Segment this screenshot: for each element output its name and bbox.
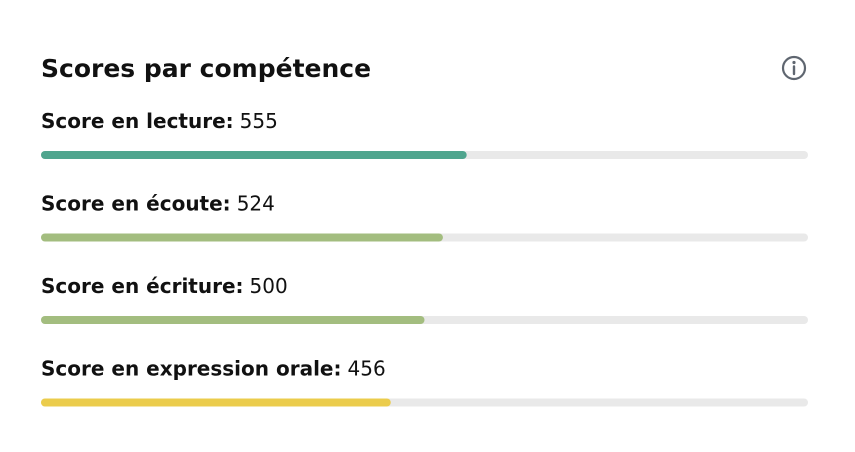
info-circle (781, 55, 807, 81)
skill-score: 500 (250, 274, 288, 298)
skill-name: Score en lecture: (41, 109, 234, 133)
card-title: Scores par compétence (41, 54, 371, 83)
skill-name: Score en expression orale: (41, 357, 342, 381)
skill-score: 456 (348, 357, 386, 381)
skill-label: Score en écriture: 500 (41, 274, 288, 298)
skill-score: 555 (240, 109, 278, 133)
skill-label: Score en lecture: 555 (41, 109, 278, 133)
skill-score: 524 (237, 192, 275, 216)
progress-fill (41, 151, 467, 159)
skill-label: Score en expression orale: 456 (41, 357, 386, 381)
skill-name: Score en écriture: (41, 274, 244, 298)
progress-fill (41, 398, 391, 407)
skill-label: Score en écoute: 524 (41, 192, 275, 216)
info-dot (792, 60, 796, 65)
progress-fill (41, 316, 425, 324)
progress-fill (41, 233, 443, 242)
info-icon[interactable] (781, 55, 807, 81)
skill-name: Score en écoute: (41, 192, 231, 216)
